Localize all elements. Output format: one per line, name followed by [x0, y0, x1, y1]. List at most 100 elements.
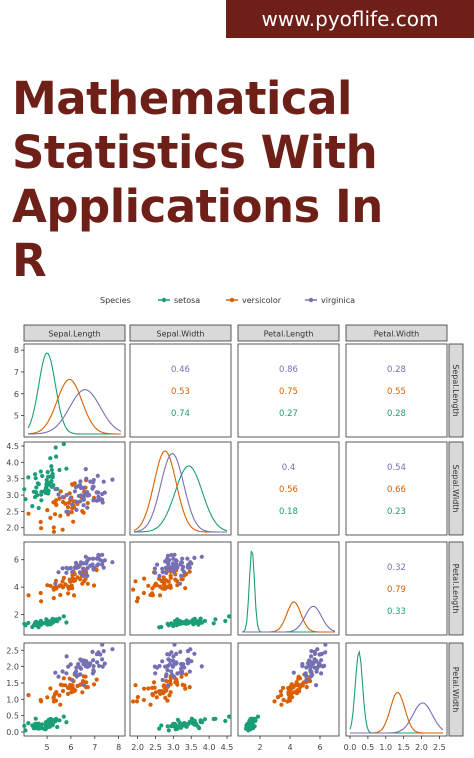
scatter-point-virginica: [72, 489, 77, 494]
scatter-point-virginica: [87, 493, 92, 498]
scatter-point-virginica: [169, 669, 174, 674]
x-tick-label: 2: [257, 743, 262, 752]
scatter-point-virginica: [171, 565, 176, 570]
scatter-point-versicolor: [298, 683, 303, 689]
scatter-point-virginica: [171, 654, 176, 659]
scatter-point-versicolor: [48, 515, 53, 520]
scatter-point-setosa: [180, 722, 185, 727]
scatter-point-versicolor: [83, 577, 88, 582]
density-curve-versicolor: [27, 378, 121, 435]
scatter-point-virginica: [174, 651, 179, 656]
scatter-point-setosa: [54, 716, 59, 721]
scatter-point-virginica: [100, 559, 105, 564]
correlation-value: 0.23: [387, 507, 406, 517]
scatter-point-setosa: [22, 487, 27, 492]
scatter-point-virginica: [304, 674, 309, 679]
y-tick-label: 7: [14, 368, 19, 377]
correlation-value: 0.66: [387, 485, 406, 495]
scatter-point-versicolor: [146, 686, 151, 691]
scatter-point-setosa: [57, 467, 62, 473]
scatter-point-versicolor: [39, 526, 44, 531]
scatter-point-versicolor: [70, 686, 75, 691]
scatter-point-virginica: [185, 563, 191, 568]
scatter-point-setosa: [33, 716, 38, 721]
scatter-point-versicolor: [135, 695, 140, 700]
scatter-point-setosa: [23, 728, 28, 733]
scatter-point-virginica: [68, 496, 73, 501]
scatter-point-virginica: [91, 556, 96, 561]
scatter-point-virginica: [84, 476, 89, 481]
scatter-point-setosa: [26, 475, 31, 480]
scatter-point-virginica: [101, 565, 106, 570]
scatter-point-virginica: [319, 658, 324, 663]
scatter-point-virginica: [100, 500, 105, 505]
scatter-point-versicolor: [73, 578, 78, 583]
scatter-point-versicolor: [134, 599, 140, 604]
x-tick-label: 2.0: [131, 743, 144, 752]
scatter-point-versicolor: [85, 501, 90, 506]
density-curve-setosa: [27, 352, 121, 435]
scatter-point-setosa: [31, 489, 36, 494]
scatter-point-virginica: [179, 669, 185, 674]
x-tick-label: 4.0: [203, 743, 216, 752]
scatter-point-virginica: [300, 663, 305, 669]
scatter-point-setosa: [227, 714, 232, 719]
scatter-point-virginica: [171, 570, 177, 575]
x-tick-label: 1.0: [379, 743, 392, 752]
scatter-point-setosa: [26, 620, 31, 626]
scatter-point-setosa: [34, 485, 39, 490]
column-strip: [23, 324, 126, 342]
scatter-point-setosa: [248, 721, 253, 726]
scatter-point-setosa: [202, 618, 207, 623]
scatter-point-virginica: [85, 573, 90, 578]
scatter-point-versicolor: [291, 685, 296, 690]
scatter-point-virginica: [165, 668, 170, 673]
scatter-point-virginica: [192, 555, 197, 560]
correlation-value: 0.53: [171, 387, 190, 397]
column-strip-label: Petal.Width: [374, 330, 420, 339]
scatter-point-versicolor: [26, 511, 31, 516]
scatter-point-virginica: [85, 505, 90, 510]
scatter-point-virginica: [78, 499, 83, 504]
scatter-point-versicolor: [286, 686, 291, 691]
scatter-point-versicolor: [279, 693, 284, 698]
x-tick-label: 0.0: [344, 743, 357, 752]
scatter-point-versicolor: [162, 581, 167, 586]
scatter-point-virginica: [74, 499, 79, 504]
scatter-point-versicolor: [60, 499, 66, 505]
scatter-point-versicolor: [281, 685, 286, 690]
scatter-point-versicolor: [51, 587, 57, 592]
scatter-point-setosa: [61, 442, 66, 447]
scatter-point-setosa: [43, 720, 48, 725]
scatter-point-virginica: [56, 674, 61, 679]
scatter-point-virginica: [153, 570, 158, 575]
scatter-point-setosa: [248, 716, 253, 722]
scatter-point-virginica: [100, 664, 105, 669]
legend-key-dot: [161, 297, 167, 303]
scatter-point-virginica: [179, 662, 184, 667]
scatter-point-setosa: [227, 614, 232, 619]
scatter-point-versicolor: [81, 674, 86, 679]
scatter-point-versicolor: [48, 686, 53, 691]
scatter-point-virginica: [319, 651, 324, 656]
scatter-point-virginica: [185, 556, 190, 561]
scatter-point-setosa: [49, 484, 54, 489]
scatter-point-virginica: [64, 671, 69, 676]
legend-label: virginica: [321, 296, 355, 305]
y-tick-label: 2.0: [6, 524, 19, 533]
scatter-point-versicolor: [141, 590, 146, 596]
scatter-point-setosa: [169, 621, 174, 626]
scatter-point-virginica: [66, 566, 71, 571]
scatter-point-versicolor: [141, 697, 146, 703]
scatter-point-versicolor: [142, 686, 147, 691]
scatter-point-setosa: [36, 721, 41, 726]
scatter-point-versicolor: [52, 512, 58, 517]
row-strip: [448, 642, 464, 737]
scatter-point-setosa: [44, 480, 50, 485]
scatter-point-versicolor: [162, 685, 167, 690]
scatter-point-versicolor: [165, 698, 170, 703]
scatter-point-virginica: [199, 664, 204, 669]
scatter-point-virginica: [171, 556, 176, 561]
scatter-point-virginica: [83, 467, 88, 472]
column-strip-label: Petal.Length: [264, 330, 314, 339]
